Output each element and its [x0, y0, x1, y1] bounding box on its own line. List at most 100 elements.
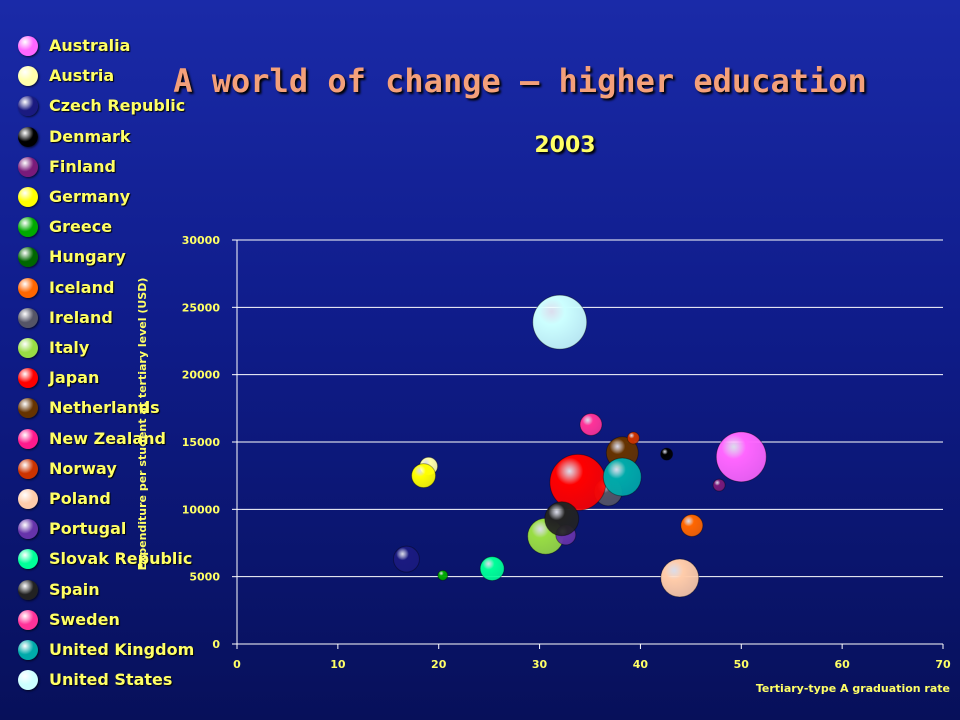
y-tick-label: 10000	[182, 503, 221, 516]
bubble-denmark	[660, 447, 674, 461]
legend-item-spain: Spain	[16, 577, 216, 605]
legend-item-iceland: Iceland	[16, 275, 216, 303]
legend-label: Slovak Republic	[49, 549, 193, 569]
legend-label: Portugal	[49, 519, 127, 539]
legend-label: Czech Republic	[49, 96, 186, 116]
bubble-sweden	[579, 412, 603, 436]
legend-marker	[18, 458, 38, 479]
legend-marker	[18, 187, 38, 207]
legend-marker	[18, 670, 38, 691]
x-tick-label: 10	[330, 658, 346, 671]
legend-marker	[18, 609, 38, 630]
legend-label: Denmark	[49, 126, 131, 146]
legend-label: Poland	[49, 489, 111, 508]
legend-item-sweden: Sweden	[16, 607, 216, 635]
legend-item-slovak-republic: Slovak Republic	[16, 546, 216, 574]
legend-item-poland: Poland	[16, 486, 216, 514]
bubble-finland	[712, 478, 726, 492]
legend-marker	[18, 126, 38, 147]
legend-marker	[18, 549, 38, 570]
axes	[232, 239, 944, 649]
legend-item-australia: Australia	[16, 33, 216, 61]
legend-item-austria: Austria	[16, 63, 216, 91]
legend-label: Japan	[49, 368, 100, 388]
legend-label: Spain	[49, 579, 100, 599]
chart-title: A world of change – higher education	[173, 62, 867, 100]
legend-marker	[18, 96, 38, 117]
bubble-iceland	[680, 513, 704, 537]
legend-marker	[18, 519, 38, 540]
y-axis-label: Expenditure per student at tertiary leve…	[136, 278, 149, 571]
legend-marker	[18, 338, 38, 358]
x-tick-label: 60	[834, 658, 850, 671]
bubble-united-states	[532, 294, 588, 350]
legend-marker	[18, 36, 38, 56]
legend-item-finland: Finland	[16, 154, 216, 182]
x-tick-label: 0	[233, 658, 241, 671]
y-tick-label: 15000	[182, 436, 221, 449]
legend-marker	[18, 640, 38, 660]
legend-label: Australia	[49, 36, 131, 55]
legend-item-portugal: Portugal	[16, 516, 216, 544]
legend-label: Norway	[49, 458, 117, 478]
legend-marker	[18, 398, 38, 419]
bubble-czech-republic	[392, 545, 420, 573]
y-tick-label: 25000	[182, 301, 221, 314]
legend-label: Finland	[49, 156, 116, 176]
legend-item-netherlands: Netherlands	[16, 395, 216, 423]
legend-marker	[18, 217, 38, 238]
legend-item-norway: Norway	[16, 456, 216, 484]
bubble-united-kingdom	[602, 457, 642, 497]
bubbles	[392, 294, 767, 598]
y-tick-label: 20000	[182, 369, 221, 382]
legend-label: New Zealand	[49, 428, 166, 448]
legend-item-japan: Japan	[16, 365, 216, 393]
legend-item-czech-republic: Czech Republic	[16, 93, 216, 121]
legend-label: Austria	[49, 66, 115, 86]
x-tick-label: 50	[734, 658, 750, 671]
legend-item-united-states: United States	[16, 667, 216, 695]
bubble-poland	[660, 558, 700, 598]
legend-label: Germany	[49, 187, 131, 206]
x-tick-labels: 0 10 20 30 40 50 60 70	[233, 658, 951, 671]
legend-label: Netherlands	[49, 398, 160, 418]
legend-item-italy: Italy	[16, 335, 216, 363]
legend-marker	[18, 66, 38, 87]
legend-marker	[18, 428, 38, 449]
x-tick-label: 30	[532, 658, 548, 671]
legend-label: United Kingdom	[49, 640, 195, 659]
legend-marker	[18, 156, 38, 177]
legend-item-germany: Germany	[16, 184, 216, 212]
x-tick-label: 20	[431, 658, 447, 671]
bubble-norway	[626, 431, 640, 445]
legend-marker	[18, 307, 38, 328]
y-tick-labels: 0 5000 10000 15000 20000 25000 30000	[182, 234, 221, 651]
legend-item-hungary: Hungary	[16, 244, 216, 272]
y-tick-label: 5000	[189, 571, 220, 584]
legend-label: Hungary	[49, 247, 126, 267]
legend-marker	[18, 579, 38, 600]
legend-marker	[18, 368, 38, 389]
legend-label: Iceland	[49, 277, 115, 297]
y-tick-label: 30000	[182, 234, 221, 247]
grid-lines	[237, 239, 943, 645]
x-tick-label: 40	[633, 658, 649, 671]
legend-label: Greece	[49, 217, 113, 237]
legend-marker	[18, 277, 38, 298]
legend-label: Sweden	[49, 609, 120, 629]
legend-item-new-zealand: New Zealand	[16, 426, 216, 454]
x-tick-label: 70	[935, 658, 951, 671]
chart-subtitle: 2003	[534, 133, 596, 158]
x-axis-label: Tertiary-type A graduation rate	[756, 682, 950, 695]
legend-item-greece: Greece	[16, 214, 216, 242]
legend-label: Ireland	[49, 307, 113, 327]
bubble-germany	[411, 463, 437, 489]
legend-item-united-kingdom: United Kingdom	[16, 637, 216, 665]
bubble-greece	[437, 569, 449, 581]
legend-label: Italy	[49, 338, 90, 357]
bubble-spain	[544, 501, 580, 537]
legend-item-ireland: Ireland	[16, 305, 216, 333]
legend-marker	[18, 489, 38, 509]
bubble-australia	[715, 431, 767, 483]
